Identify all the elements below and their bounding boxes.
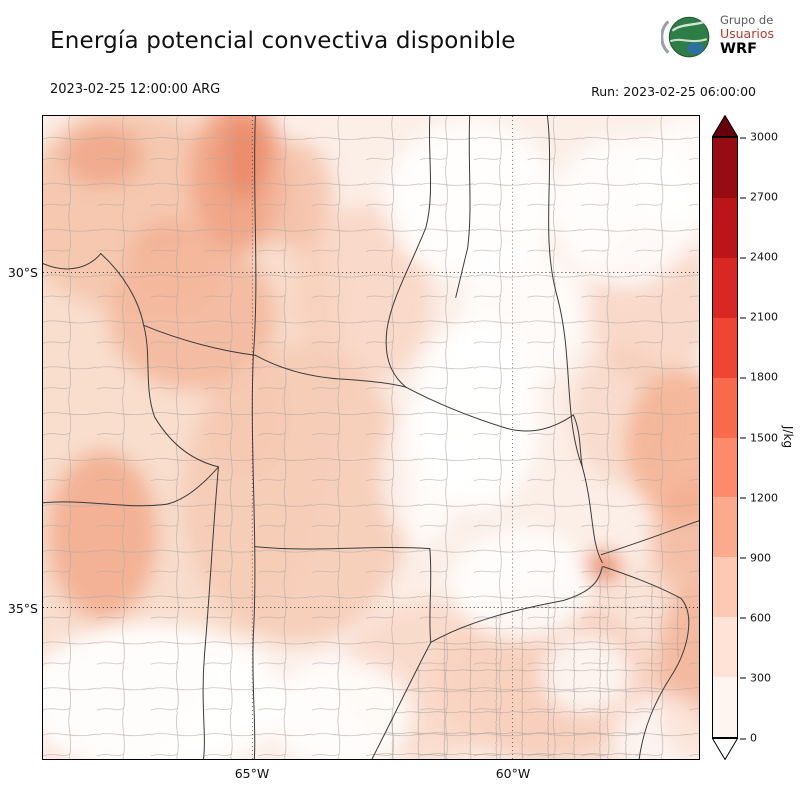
colorbar-tick-label: 600 [740,611,771,625]
graticule [43,116,699,759]
colorbar-units-label: J/kg [781,425,795,449]
colorbar-segment [713,257,737,318]
logo-line1: Grupo de [719,12,774,27]
globe-icon [660,16,710,58]
colorbar-segment [713,497,737,558]
colorbar-segment [713,377,737,438]
colorbar-tick-label: 2400 [740,250,778,264]
colorbar-tick-label: 0 [740,731,757,745]
colorbar-segments [712,137,738,738]
model-run-label: Run: 2023-02-25 06:00:00 [591,84,756,99]
valid-time-label: 2023-02-25 12:00:00 ARG [50,82,221,97]
colorbar-tick-label: 1500 [740,431,778,444]
department-boundaries-dense [371,566,687,759]
colorbar-tick-label: 1800 [740,370,778,384]
cape-map-svg [43,116,699,759]
page-title: Energía potencial convectiva disponible [50,28,516,54]
province-borders [43,116,603,759]
colorbar-segment [713,138,737,198]
colorbar-tick-label: 2100 [740,310,778,324]
colorbar-tick-label: 3000 [740,130,778,144]
logo-text: Grupo de Usuarios WRF [719,12,774,58]
lat-tick-35s: 35°S [7,601,38,616]
coastline [600,520,699,759]
colorbar-tick-label: 1200 [740,491,778,505]
colorbar-arrow-top [712,115,738,137]
colorbar-arrow-bottom-shape [712,738,738,760]
lon-tick-65w: 65°W [234,766,270,781]
logo-line2: Usuarios [719,26,774,42]
colorbar-segment [713,197,737,258]
colorbar-segment [713,317,737,378]
colorbar-tick-label: 900 [740,551,771,565]
colorbar-segment [713,437,737,498]
colorbar: 0 300 600 900 1200 1500 1800 2100 2400 2700 3000 [712,115,778,760]
wrf-logo: Grupo de Usuarios WRF [660,10,774,62]
map-canvas [42,115,700,760]
colorbar-segment [713,617,737,678]
colorbar-tick-label: 2700 [740,190,778,204]
logo-line3: WRF [719,41,758,58]
colorbar-tick-label: 300 [740,671,771,685]
colorbar-segment [713,557,737,618]
colorbar-arrow-bottom [712,738,738,760]
colorbar-segment [713,677,737,738]
colorbar-ticks: 0 300 600 900 1200 1500 1800 2100 2400 2700 3000 [738,131,784,745]
colorbar-arrow-top-shape [712,115,738,137]
lat-tick-30s: 30°S [7,265,38,280]
lon-tick-60w: 60°W [495,766,531,781]
